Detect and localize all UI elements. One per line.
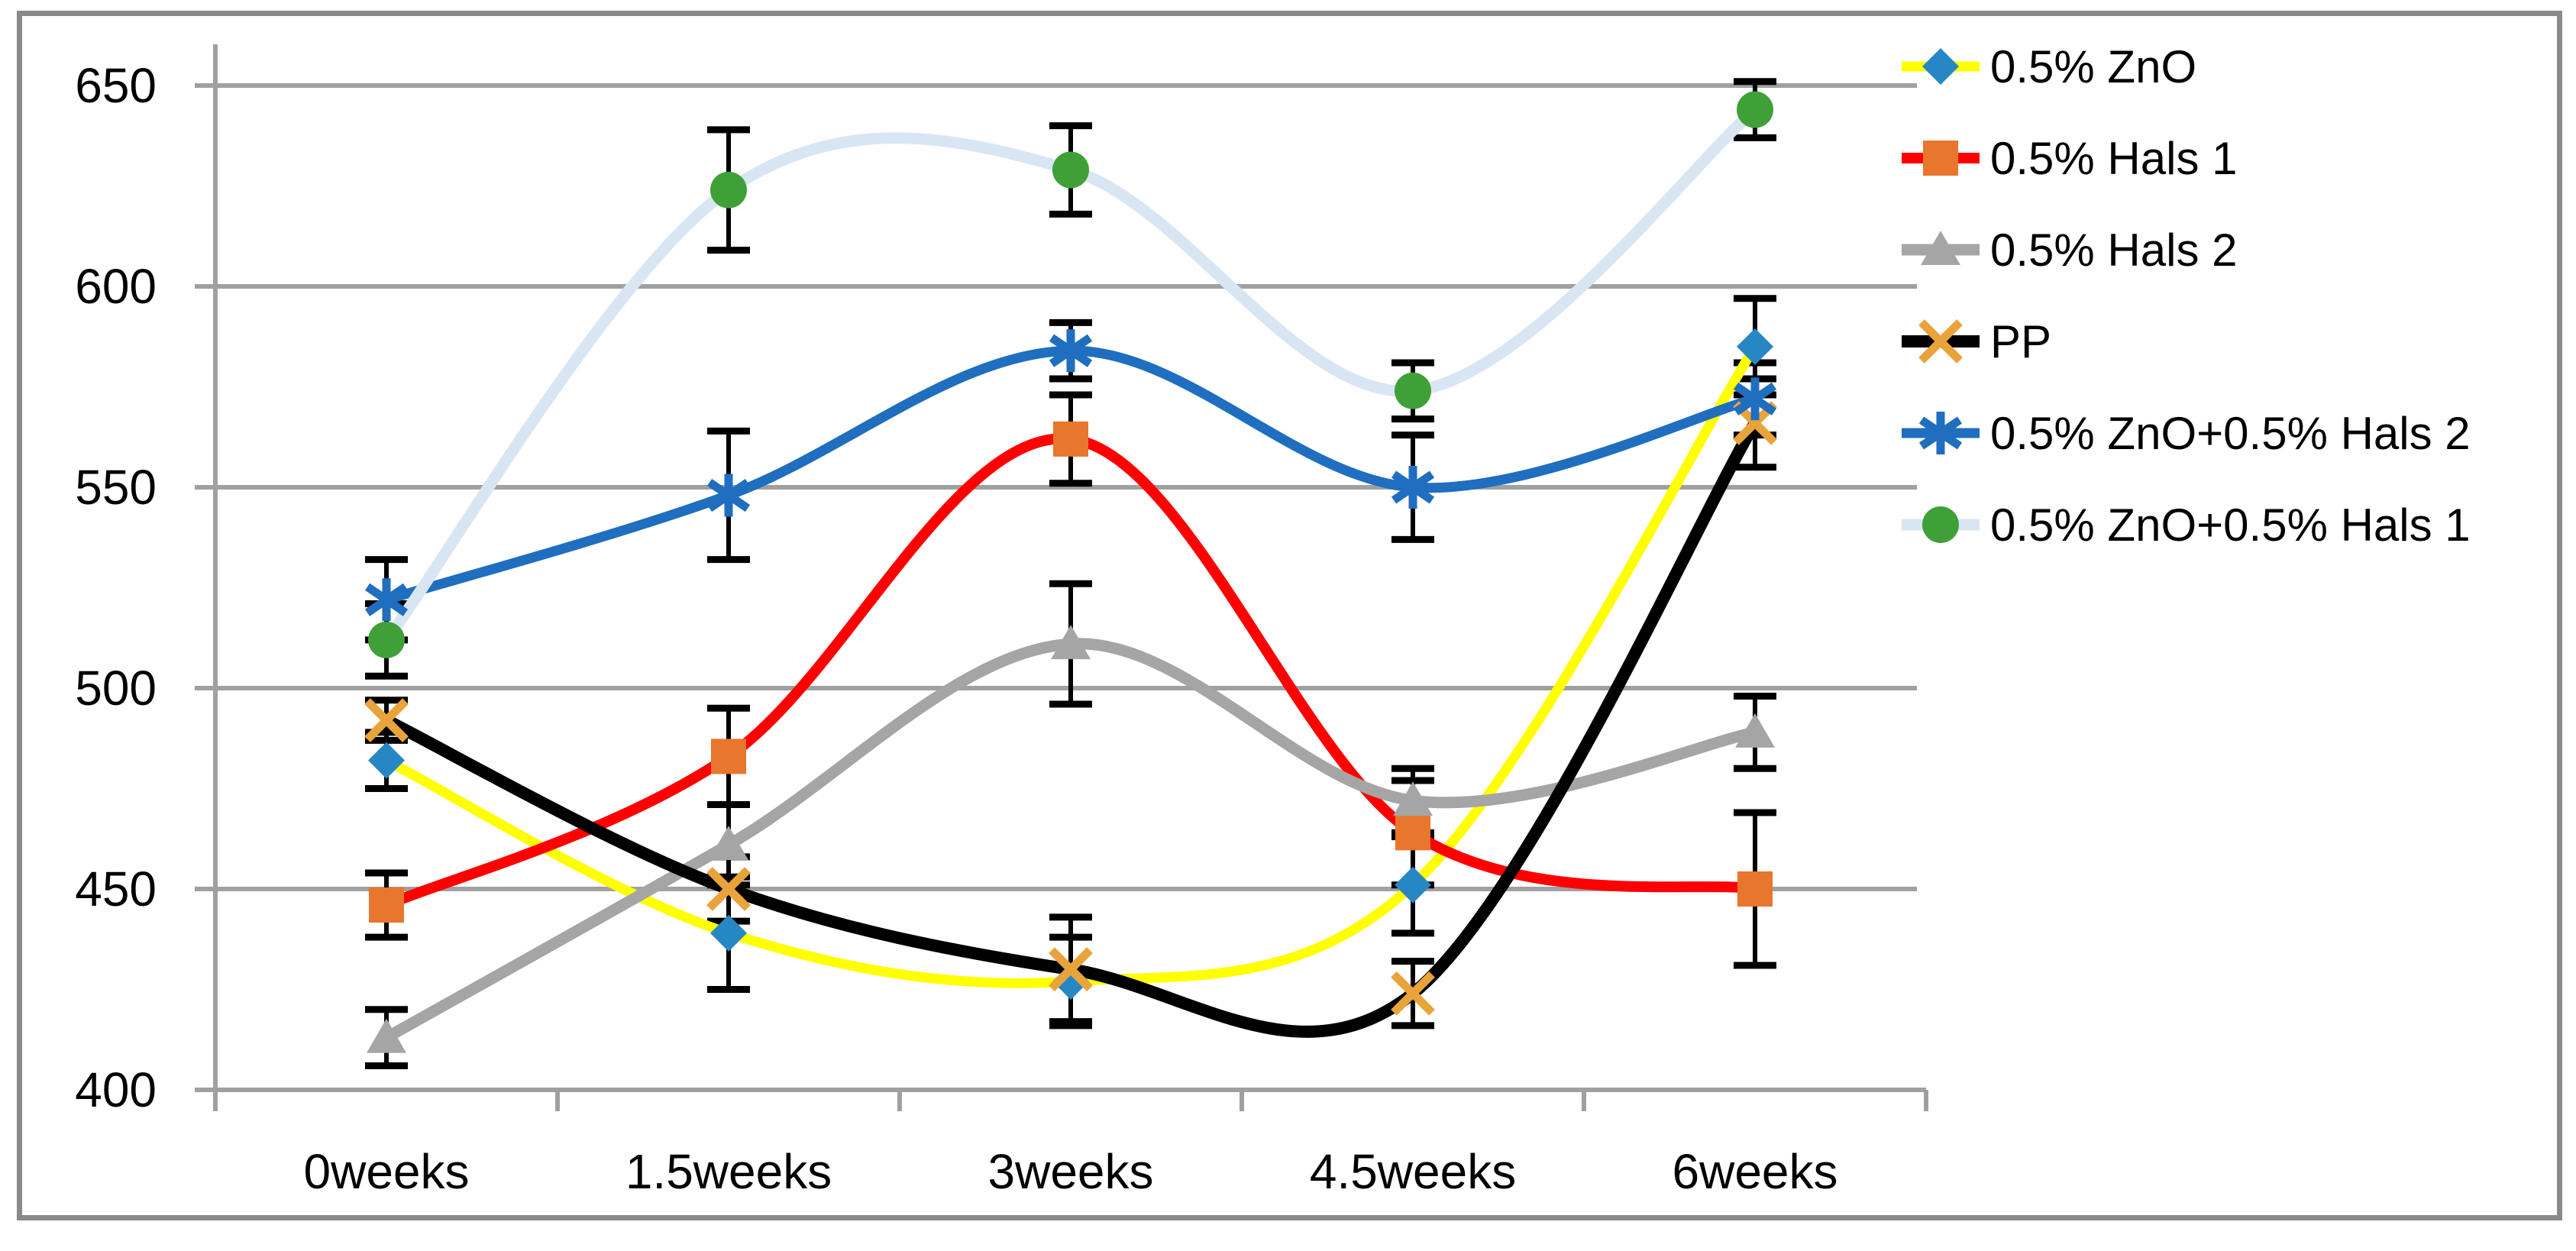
asterisk-marker-0-5-zno-0-5-hals-2	[1391, 466, 1435, 509]
y-tick-label: 550	[75, 460, 157, 515]
x-tick-label: 6weeks	[1673, 1144, 1838, 1199]
diamond-marker-0-5-zno	[368, 742, 405, 779]
legend-item-0-5-zno-label: 0.5% ZnO	[1990, 41, 2196, 92]
legend-item-0-5-hals-1-label: 0.5% Hals 1	[1990, 133, 2238, 184]
circle-marker-0-5-zno-0-5-hals-1	[1395, 372, 1431, 409]
diamond-marker-0-5-zno	[1052, 962, 1089, 1000]
triangle-marker-0-5-hals-2	[709, 826, 748, 861]
diamond-marker-0-5-zno	[710, 914, 747, 952]
y-tick-label: 400	[75, 1062, 157, 1117]
y-tick-label: 450	[75, 861, 157, 916]
triangle-marker-0-5-hals-2	[1051, 625, 1091, 660]
x-marker-pp	[364, 698, 409, 742]
circle-marker-0-5-zno-0-5-hals-1	[1737, 91, 1773, 128]
series-line-pp	[383, 419, 1760, 1038]
legend-item-0-5-hals-2-label: 0.5% Hals 2	[1990, 225, 2238, 276]
triangle-marker-0-5-hals-2	[1393, 781, 1433, 816]
circle-marker-0-5-zno-0-5-hals-1	[710, 171, 747, 208]
legend-item-0-5-hals-1-swatch-marker	[1923, 141, 1958, 176]
asterisk-marker-0-5-zno-0-5-hals-2	[706, 474, 751, 517]
square-marker-0-5-hals-1	[711, 739, 746, 774]
square-marker-0-5-hals-1	[1395, 815, 1430, 851]
x-tick-label: 0weeks	[304, 1144, 470, 1199]
diamond-marker-0-5-zno	[1737, 328, 1773, 365]
triangle-marker-0-5-hals-2	[367, 1018, 406, 1053]
legend-item-0-5-zno-0-5-hals-1-swatch-marker	[1922, 506, 1959, 543]
square-marker-0-5-hals-1	[1737, 871, 1773, 907]
y-tick-label: 650	[75, 58, 157, 113]
asterisk-marker-0-5-zno-0-5-hals-2	[1733, 377, 1777, 421]
circle-marker-0-5-zno-0-5-hals-1	[1052, 151, 1089, 189]
square-marker-0-5-hals-1	[369, 887, 404, 923]
square-marker-0-5-hals-1	[1053, 421, 1088, 457]
x-tick-label: 4.5weeks	[1310, 1144, 1516, 1199]
legend-item-0-5-zno-0-5-hals-2-swatch-marker	[1918, 412, 1963, 454]
legend-item-pp-label: PP	[1990, 316, 2051, 367]
legend-item-0-5-zno-swatch-marker	[1922, 48, 1959, 85]
circle-marker-0-5-zno-0-5-hals-1	[368, 621, 405, 658]
x-marker-pp	[1049, 947, 1093, 992]
x-marker-pp	[706, 867, 751, 911]
asterisk-marker-0-5-zno-0-5-hals-2	[364, 578, 409, 622]
triangle-marker-0-5-hals-2	[1735, 713, 1775, 748]
asterisk-marker-0-5-zno-0-5-hals-2	[1049, 329, 1093, 373]
x-tick-label: 3weeks	[988, 1144, 1154, 1199]
chart-border	[17, 11, 2562, 1220]
diamond-marker-0-5-zno	[1395, 866, 1431, 903]
legend-item-pp-swatch-marker	[1918, 319, 1963, 364]
y-tick-label: 500	[75, 661, 157, 716]
legend-item-0-5-zno-0-5-hals-2-label: 0.5% ZnO+0.5% Hals 2	[1990, 408, 2471, 459]
y-tick-label: 600	[75, 259, 157, 314]
x-tick-label: 1.5weeks	[625, 1144, 832, 1199]
x-marker-pp	[1391, 971, 1435, 1016]
legend-item-0-5-zno-0-5-hals-1-label: 0.5% ZnO+0.5% Hals 1	[1990, 499, 2471, 551]
legend-item-0-5-hals-2-swatch-marker	[1921, 231, 1960, 265]
